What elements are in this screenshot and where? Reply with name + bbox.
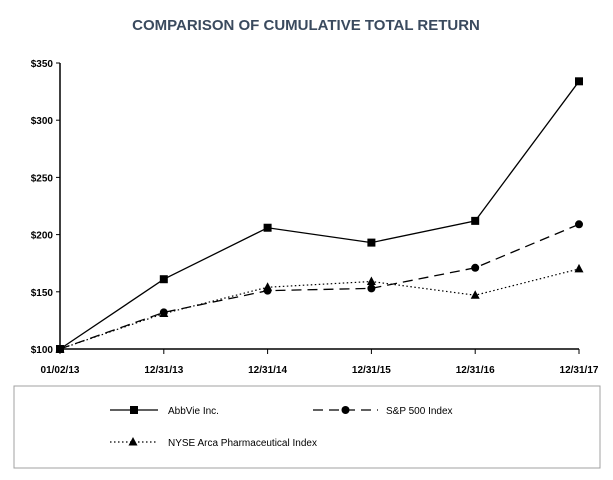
- data-point: [574, 263, 584, 273]
- data-point: [470, 290, 480, 299]
- data-point: [366, 276, 376, 286]
- y-axis-ticks: $100 $150 $200 $250 $300 $350: [31, 59, 60, 356]
- legend-marker: [128, 437, 138, 446]
- data-point: [367, 238, 376, 247]
- chart-axes: [59, 63, 579, 350]
- y-tick-label: $100: [31, 345, 54, 356]
- legend-label: AbbVie Inc.: [168, 406, 219, 417]
- x-tick-label: 12/31/15: [352, 365, 391, 376]
- y-tick-label: $300: [31, 116, 54, 127]
- chart-title: COMPARISON OF CUMULATIVE TOTAL RETURN: [132, 17, 480, 34]
- legend-item: S&P 500 Index: [313, 406, 453, 417]
- data-point: [471, 263, 480, 272]
- series-s-p-500-index: [56, 220, 583, 353]
- series-abbvie-inc: [56, 77, 583, 353]
- legend-item: AbbVie Inc.: [110, 406, 219, 417]
- series-line: [59, 223, 580, 350]
- legend-label: NYSE Arca Pharmaceutical Index: [168, 438, 317, 449]
- data-point: [471, 216, 480, 225]
- legend-label: S&P 500 Index: [386, 406, 453, 417]
- data-point: [56, 345, 64, 353]
- x-axis-ticks: 01/02/13 12/31/13 12/31/14 12/31/15 12/31/16…: [41, 349, 599, 376]
- legend-item: NYSE Arca Pharmaceutical Index: [110, 437, 317, 449]
- data-point: [575, 77, 583, 86]
- data-point: [575, 220, 583, 229]
- x-tick-label: 01/02/13: [41, 365, 80, 376]
- legend-marker: [341, 406, 350, 414]
- y-tick-label: $350: [31, 59, 54, 70]
- y-tick-label: $250: [31, 173, 54, 184]
- data-point: [159, 275, 168, 284]
- x-tick-label: 12/31/16: [456, 365, 495, 376]
- x-tick-label: 12/31/13: [144, 365, 183, 376]
- series-line: [59, 80, 580, 350]
- series-nyse-arca-pharmaceutical-index: [55, 263, 584, 353]
- data-point: [367, 284, 376, 293]
- series-layer: [55, 77, 584, 353]
- y-tick-label: $150: [31, 288, 54, 299]
- x-tick-label: 12/31/14: [248, 365, 287, 376]
- chart-legend: AbbVie Inc. S&P 500 Index NYSE Arca Pharma…: [13, 385, 601, 469]
- data-point: [263, 286, 272, 295]
- x-tick-label: 12/31/17: [560, 365, 599, 376]
- legend-box: [13, 385, 601, 469]
- legend-marker: [130, 406, 138, 414]
- data-point: [263, 223, 272, 232]
- series-line: [59, 268, 580, 350]
- y-tick-label: $200: [31, 231, 54, 242]
- data-point: [159, 308, 168, 317]
